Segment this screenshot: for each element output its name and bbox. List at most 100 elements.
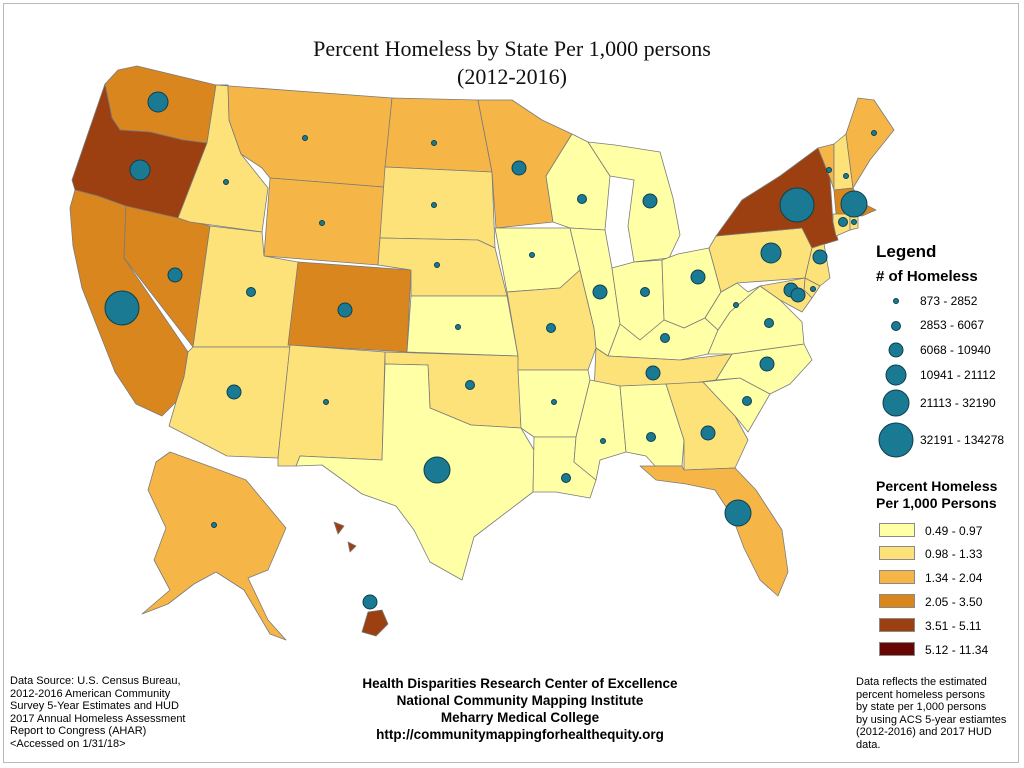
homeless-count-dot-ny — [779, 187, 815, 223]
percent-legend-swatch — [879, 570, 915, 584]
credits-line: Meharry Medical College — [440, 710, 600, 725]
homeless-count-dot-nv — [167, 267, 183, 283]
homeless-count-dot-mo — [546, 323, 556, 333]
note-line: by state per 1,000 persons — [856, 701, 987, 713]
percent-legend-swatch — [879, 618, 915, 632]
homeless-count-dot-oh — [690, 269, 706, 285]
state-ks — [406, 295, 519, 357]
state-ak — [141, 451, 287, 641]
homeless-count-dot-nc — [759, 356, 775, 372]
homeless-count-dot-ks — [455, 324, 461, 330]
credits-url: http://communitymappingforhealthequity.o… — [376, 727, 664, 742]
state-wi — [545, 133, 611, 231]
homeless-count-dot-nm — [323, 399, 329, 405]
percent-legend-swatch — [879, 642, 915, 656]
homeless-count-dot-ne — [434, 262, 440, 268]
states-layer — [69, 65, 895, 641]
homeless-count-dot-wa — [147, 91, 169, 113]
homeless-count-dot-mt — [302, 135, 308, 141]
percent-legend-heading-line2: Per 1,000 Persons — [876, 495, 997, 511]
homeless-count-dot-ga — [700, 425, 716, 441]
source-line: Data Source: U.S. Census Bureau, — [10, 675, 181, 687]
source-line: 2017 Annual Homeless Assessment — [10, 712, 186, 725]
homeless-count-dot-dc — [790, 287, 806, 303]
homeless-count-dot-hi — [362, 594, 378, 610]
percent-legend-heading: Percent Homeless — [876, 478, 998, 494]
credits-line: National Community Mapping Institute — [396, 693, 644, 708]
homeless-count-dot-ia — [529, 252, 535, 258]
homeless-count-dot-ar — [551, 399, 557, 405]
count-legend-symbol — [893, 298, 899, 304]
percent-legend-label: 0.98 - 1.33 — [925, 547, 983, 561]
homeless-count-dot-ct — [838, 217, 848, 227]
legend-heading: Legend — [876, 242, 937, 261]
homeless-count-dot-mn — [511, 160, 527, 176]
homeless-count-dot-sd — [431, 202, 437, 208]
homeless-count-dot-nd — [431, 140, 437, 146]
homeless-count-dot-pa — [760, 242, 782, 264]
count-legend-label: 2853 - 6067 — [920, 318, 985, 332]
count-legend-symbols — [878, 298, 914, 458]
homeless-count-dot-nj — [812, 249, 828, 265]
percent-legend-label: 0.49 - 0.97 — [925, 524, 983, 538]
map-title: Percent Homeless by State Per 1,000 pers… — [313, 36, 711, 61]
count-legend-symbol — [878, 422, 914, 458]
note-line: Data reflects the estimated — [856, 676, 987, 688]
homeless-count-dot-tn — [645, 365, 661, 381]
state-az — [168, 346, 291, 459]
credits-block: Health Disparities Research Center of Ex… — [300, 675, 740, 743]
data-source-note: Data Source: U.S. Census Bureau, 2012-20… — [10, 675, 240, 750]
homeless-count-dot-ma — [840, 190, 868, 218]
percent-legend-swatch — [879, 546, 915, 560]
homeless-count-dot-sc — [742, 396, 752, 406]
percent-legend-label: 3.51 - 5.11 — [925, 619, 982, 633]
percent-legend-label: 5.12 - 11.34 — [925, 643, 989, 657]
count-legend-label: 10941 - 21112 — [920, 368, 996, 382]
methodology-note: Data reflects the estimated percent home… — [856, 676, 1021, 751]
source-line: 2012-2016 American Community — [10, 687, 171, 700]
homeless-count-dot-wi — [577, 194, 587, 204]
homeless-count-dot-de — [810, 286, 816, 292]
state-ms — [573, 379, 627, 481]
state-me — [845, 97, 895, 189]
homeless-count-dot-ok — [465, 380, 475, 390]
homeless-count-dot-il — [592, 284, 608, 300]
homeless-count-dot-va — [764, 318, 774, 328]
homeless-count-dot-wy — [319, 220, 325, 226]
homeless-count-dot-ri — [851, 219, 857, 225]
homeless-count-dot-id — [223, 179, 229, 185]
homeless-count-dot-la — [561, 473, 571, 483]
homeless-count-dot-ak — [211, 522, 217, 528]
state-fl — [639, 465, 789, 597]
percent-legend-swatch — [879, 594, 915, 608]
homeless-count-dot-ut — [246, 287, 256, 297]
note-line: (2012-2016) and 2017 HUD — [856, 726, 992, 738]
state-ny — [715, 147, 839, 249]
homeless-count-symbols — [104, 91, 877, 610]
homeless-count-dot-in — [640, 287, 650, 297]
homeless-count-dot-co — [337, 302, 353, 318]
homeless-count-dot-me — [871, 130, 877, 136]
count-legend-symbol — [888, 342, 904, 358]
source-line: Survey 5-Year Estimates and HUD — [10, 700, 179, 712]
homeless-count-dot-ky — [660, 333, 670, 343]
homeless-count-dot-tx — [423, 456, 451, 484]
count-legend-label: 873 - 2852 — [920, 294, 978, 308]
count-legend-symbol — [885, 364, 907, 386]
homeless-count-dot-al — [646, 432, 656, 442]
homeless-count-dot-fl — [724, 499, 752, 527]
percent-legend-label: 1.34 - 2.04 — [925, 571, 983, 585]
homeless-count-dot-wv — [733, 302, 739, 308]
note-line: data. — [856, 738, 881, 751]
homeless-count-dot-or — [129, 159, 151, 181]
source-line: Report to Congress (AHAR) — [10, 725, 147, 737]
credits-line: Health Disparities Research Center of Ex… — [362, 676, 678, 691]
count-legend-symbol — [891, 321, 901, 331]
percent-legend-swatch — [879, 523, 915, 537]
count-legend-label: 6068 - 10940 — [920, 343, 991, 357]
note-line: by using ACS 5-year estiamtes — [856, 713, 1007, 726]
count-legend-heading: # of Homeless — [876, 268, 978, 285]
homeless-count-dot-nh — [843, 173, 849, 179]
